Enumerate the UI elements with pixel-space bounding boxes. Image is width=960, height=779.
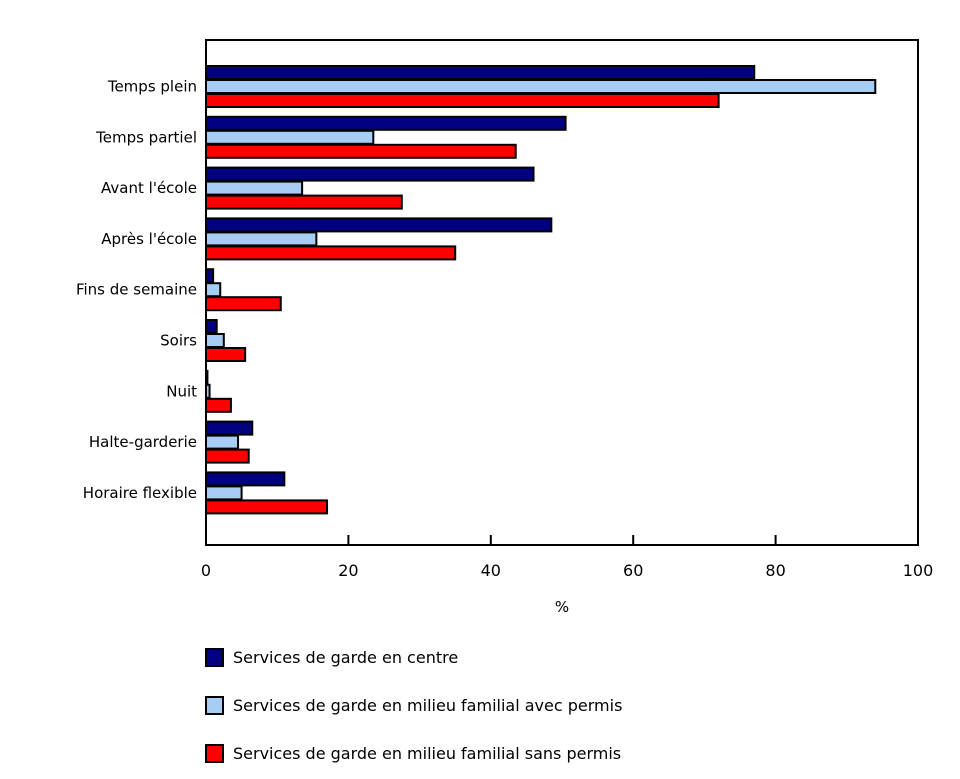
bar-4-2 [205,231,318,247]
bar-7-3 [205,397,232,413]
legend-item-sans-permis: Services de garde en milieu familial san… [205,743,622,763]
legend-swatch-avec-permis [205,695,224,715]
category-label: Nuit [166,382,197,400]
x-axis-tick-label: 0 [201,561,211,580]
x-axis-tick-label: 80 [765,561,785,580]
x-axis-title: % [555,598,569,616]
bar-2-3 [205,143,517,159]
legend-label-centre: Services de garde en centre [233,647,459,667]
bar-3-1 [205,166,535,182]
category-label: Avant l'école [101,179,197,197]
bar-8-2 [205,434,240,450]
x-axis-tick-label: 60 [623,561,643,580]
bar-7-2 [205,383,211,399]
x-axis-tick-label: 40 [481,561,501,580]
category-label: Temps plein [107,78,197,96]
plot-border [205,39,919,546]
bar-9-1 [205,471,286,487]
bar-4-1 [205,217,553,233]
category-label: Après l'école [101,230,197,248]
bar-7-1 [205,369,209,385]
legend-label-sans-permis: Services de garde en milieu familial san… [233,743,622,763]
category-label: Horaire flexible [83,484,197,502]
bar-9-3 [205,499,329,515]
bar-3-3 [205,194,403,210]
x-axis-tick-label: 20 [338,561,358,580]
legend: Services de garde en centre Services de … [205,647,623,779]
legend-swatch-centre [205,647,224,667]
legend-item-centre: Services de garde en centre [205,647,622,667]
category-label: Temps partiel [95,128,197,146]
bar-1-2 [205,79,877,94]
bar-1-3 [205,93,720,108]
category-label: Halte-garderie [89,433,197,451]
bar-1-1 [205,65,756,80]
bar-2-1 [205,115,567,131]
bar-9-2 [205,485,243,501]
bar-3-2 [205,180,304,196]
bar-5-3 [205,296,282,312]
bar-6-3 [205,347,247,362]
legend-label-avec-permis: Services de garde en milieu familial ave… [233,695,623,715]
bar-5-2 [205,282,222,298]
bar-6-2 [205,333,225,348]
bar-6-1 [205,319,218,334]
category-label: Fins de semaine [76,281,197,299]
x-axis-tick-label: 100 [903,561,934,580]
category-label: Soirs [160,332,197,350]
legend-item-avec-permis: Services de garde en milieu familial ave… [205,695,623,715]
bar-8-1 [205,420,254,436]
bar-4-3 [205,245,457,261]
bar-8-3 [205,448,250,464]
bar-5-1 [205,268,215,284]
bar-2-2 [205,129,375,145]
legend-swatch-sans-permis [205,743,224,763]
